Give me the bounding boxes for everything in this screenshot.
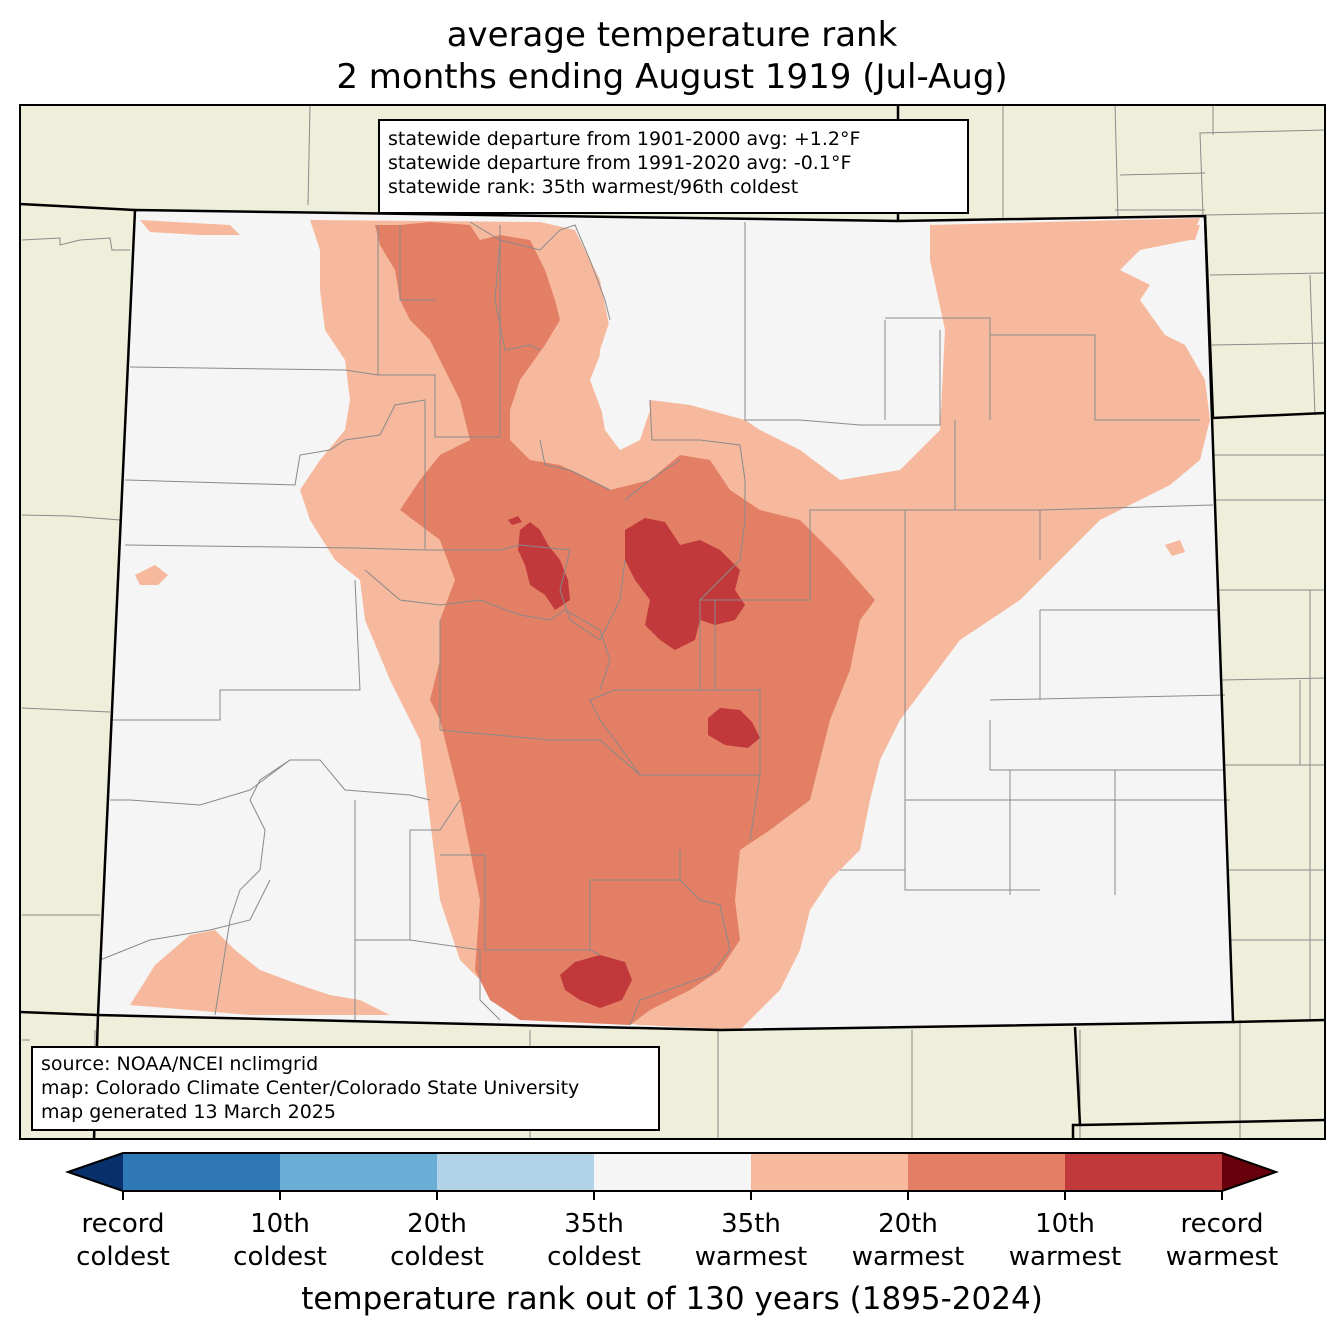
- lake-area: [598, 320, 650, 450]
- tick-label-rank: 10th: [1035, 1209, 1095, 1239]
- colorbar-swatch-10th-coldest: [123, 1153, 280, 1191]
- map-title-line2: 2 months ending August 1919 (Jul-Aug): [336, 57, 1008, 97]
- tick-label-rank: 20th: [878, 1209, 938, 1239]
- colorbar-extend-warmest: [1222, 1153, 1276, 1191]
- county-lines: [99, 221, 1230, 1026]
- colorbar-tick-label: 20th warmest: [838, 1208, 978, 1274]
- statewide-rank: statewide rank: 35th warmest/96th coldes…: [388, 176, 799, 198]
- tick-label-rank: 35th: [564, 1209, 624, 1239]
- tick-label-rank: 35th: [721, 1209, 781, 1239]
- colorbar-swatch-10th-warmest: [1065, 1153, 1222, 1191]
- tick-label-direction: coldest: [76, 1242, 170, 1272]
- map-frame: [19, 104, 1326, 1140]
- tick-label-direction: warmest: [1008, 1242, 1122, 1272]
- neighbor-county-lines: [21, 104, 1326, 1139]
- source-line: source: NOAA/NCEI nclimgrid: [41, 1053, 319, 1075]
- tick-label-direction: warmest: [851, 1242, 965, 1272]
- map-title-line1: average temperature rank: [446, 15, 898, 55]
- source-box: source: NOAA/NCEI nclimgrid map: Colorad…: [31, 1046, 660, 1131]
- departure-1901-2000: statewide departure from 1901-2000 avg: …: [388, 128, 861, 150]
- statewide-stats-box: statewide departure from 1901-2000 avg: …: [378, 119, 969, 214]
- colorbar-tick-label: 10th coldest: [210, 1208, 350, 1274]
- tick-label-direction: warmest: [1165, 1242, 1279, 1272]
- colorbar-tick-label: 35th warmest: [681, 1208, 821, 1274]
- colorbar: [64, 1152, 1280, 1200]
- tick-label-direction: coldest: [390, 1242, 484, 1272]
- colorbar-swatch-35th-coldest: [437, 1153, 594, 1191]
- colorbar-tick-label: record warmest: [1152, 1208, 1292, 1274]
- map-generated-line: map generated 13 March 2025: [41, 1101, 336, 1123]
- tick-label-rank: record: [1180, 1209, 1264, 1239]
- tick-label-rank: 10th: [250, 1209, 310, 1239]
- colorbar-tick-label: 20th coldest: [367, 1208, 507, 1274]
- colorbar-tick-label: 10th warmest: [995, 1208, 1135, 1274]
- colorbar-title: temperature rank out of 130 years (1895-…: [301, 1281, 1043, 1317]
- colorbar-swatch-normal: [594, 1153, 751, 1191]
- colorbar-swatch-35th-warmest: [751, 1153, 908, 1191]
- map-credit-line: map: Colorado Climate Center/Colorado St…: [41, 1077, 580, 1099]
- tick-label-rank: record: [81, 1209, 165, 1239]
- colorbar-swatch-20th-coldest: [280, 1153, 437, 1191]
- tick-label-direction: coldest: [547, 1242, 641, 1272]
- colorbar-swatch-20th-warmest: [908, 1153, 1065, 1191]
- departure-1991-2020: statewide departure from 1991-2020 avg: …: [388, 152, 852, 174]
- colorbar-tick-label: 35th coldest: [524, 1208, 664, 1274]
- colorbar-tick-label: record coldest: [53, 1208, 193, 1274]
- tick-label-direction: coldest: [233, 1242, 327, 1272]
- colorbar-extend-coldest: [68, 1153, 123, 1191]
- tick-label-rank: 20th: [407, 1209, 467, 1239]
- tick-label-direction: warmest: [694, 1242, 808, 1272]
